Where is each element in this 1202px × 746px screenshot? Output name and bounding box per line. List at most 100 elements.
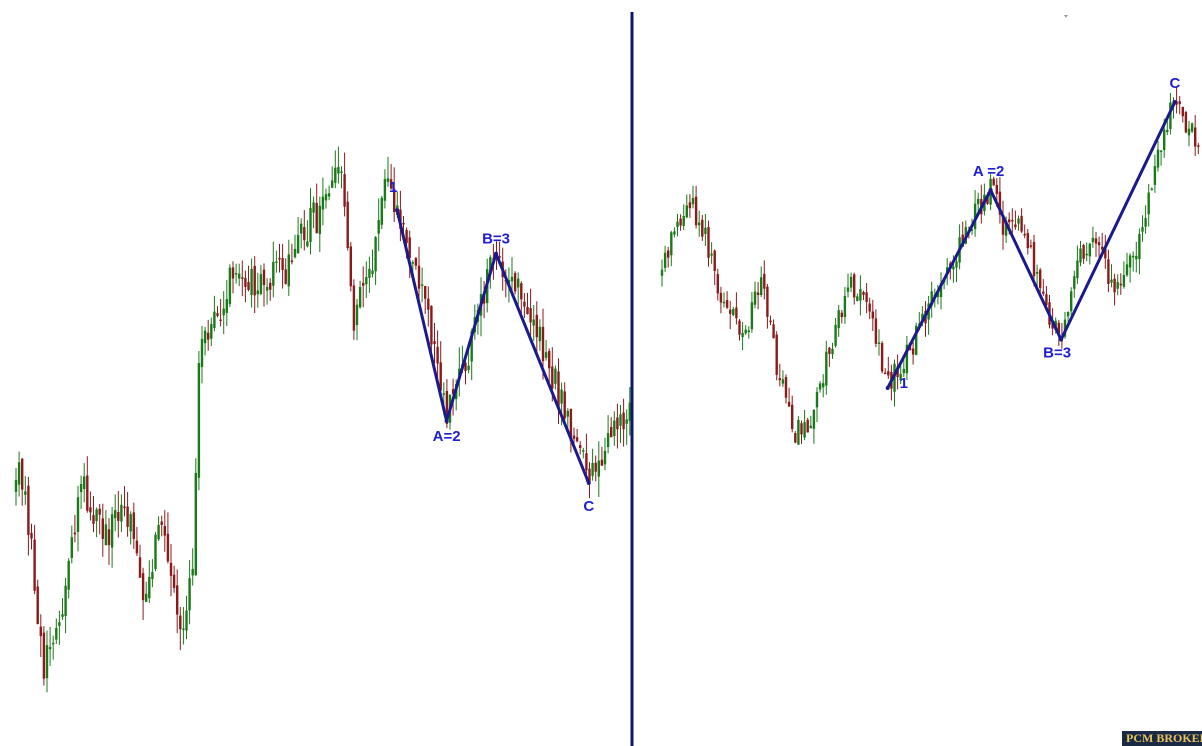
candle-body <box>713 250 716 271</box>
candle-body <box>1184 112 1188 133</box>
candle-body <box>822 383 825 388</box>
candle-body <box>213 311 216 329</box>
candle-body <box>778 378 781 381</box>
candle-body <box>129 514 132 532</box>
candle-body <box>352 285 356 331</box>
candle-body <box>169 562 173 576</box>
candle-body <box>1156 149 1160 168</box>
candle-body <box>548 350 551 369</box>
candle-body <box>182 628 185 630</box>
candle-body <box>1113 278 1116 293</box>
candle-body <box>834 324 837 346</box>
candle-body <box>510 276 514 282</box>
candle-body <box>594 462 597 472</box>
candle-body <box>439 362 442 391</box>
candle-body <box>324 194 328 201</box>
wave-point <box>988 188 993 192</box>
candle-body <box>784 377 788 398</box>
candle-body <box>272 261 275 286</box>
wave-label: B=3 <box>482 231 510 248</box>
candle-body <box>800 423 803 435</box>
candle-body <box>58 622 61 626</box>
candle-body <box>45 645 49 679</box>
candle-body <box>1011 219 1014 222</box>
candle-body <box>843 295 847 317</box>
candle-body <box>628 402 631 422</box>
candle-body <box>1122 274 1126 287</box>
candle-body <box>856 296 859 301</box>
candle-body <box>551 366 554 389</box>
candle-body <box>247 282 250 291</box>
candle-body <box>921 313 924 322</box>
candle-body <box>39 626 42 637</box>
candle-body <box>191 568 194 576</box>
candle-body <box>1163 129 1166 150</box>
candle-body <box>738 320 741 335</box>
candle-body <box>414 257 418 266</box>
candle-body <box>207 332 210 340</box>
candle-body <box>83 476 86 490</box>
candle-body <box>977 198 980 205</box>
candle-body <box>970 229 974 231</box>
candle-body <box>520 283 523 300</box>
candle-body <box>1110 279 1113 283</box>
candle-body <box>160 521 163 525</box>
candle-body <box>887 371 890 376</box>
candle-body <box>321 196 325 210</box>
candle-body <box>424 286 427 299</box>
left-wave-line <box>395 209 591 484</box>
candle-body <box>772 324 775 339</box>
candle-body <box>1008 219 1011 223</box>
candle-body <box>750 302 754 330</box>
candle-body <box>930 291 933 306</box>
candle-body <box>107 529 111 546</box>
candle-body <box>1073 276 1076 289</box>
candle-body <box>670 232 673 256</box>
candle-body <box>566 410 569 417</box>
candle-body <box>377 220 380 234</box>
candle-body <box>42 632 46 679</box>
candle-body <box>470 331 473 362</box>
candle-body <box>408 237 411 258</box>
candle-body <box>682 216 685 226</box>
candle-body <box>1147 192 1150 215</box>
candle-body <box>722 301 726 304</box>
candle-body <box>725 299 729 308</box>
wave-label: 1 <box>389 179 397 196</box>
candle-body <box>1150 188 1153 191</box>
candle-body <box>262 269 266 285</box>
candle-body <box>417 265 421 289</box>
candle-body <box>1166 129 1169 133</box>
candle-body <box>998 191 1002 215</box>
candle-body <box>1119 283 1122 286</box>
candle-body <box>905 344 909 374</box>
candle-body <box>877 342 881 344</box>
candle-body <box>1101 246 1104 250</box>
candle-body <box>442 393 445 395</box>
candle-body <box>1020 215 1023 232</box>
candle-body <box>760 277 763 296</box>
candle-body <box>613 420 616 437</box>
wave-point <box>494 251 499 256</box>
candle-body <box>569 408 573 442</box>
candle-body <box>1132 255 1135 258</box>
candle-body <box>427 298 430 310</box>
candle-body <box>216 313 219 316</box>
candle-body <box>1026 232 1029 249</box>
candle-body <box>1141 227 1144 232</box>
candle-body <box>1190 123 1194 132</box>
candle-body <box>939 283 943 298</box>
candle-body <box>451 389 455 395</box>
candle-body <box>911 348 915 355</box>
candle-body <box>616 417 619 430</box>
candle-body <box>337 167 340 174</box>
candle-body <box>228 267 232 305</box>
candle-body <box>315 202 318 234</box>
candle-body <box>358 286 362 308</box>
candle-body <box>430 305 433 345</box>
candle-body <box>1107 259 1110 284</box>
wave-label: A=2 <box>433 428 461 445</box>
candles-layer <box>14 86 1200 693</box>
candle-body <box>880 343 884 372</box>
candle-body <box>1085 253 1088 256</box>
